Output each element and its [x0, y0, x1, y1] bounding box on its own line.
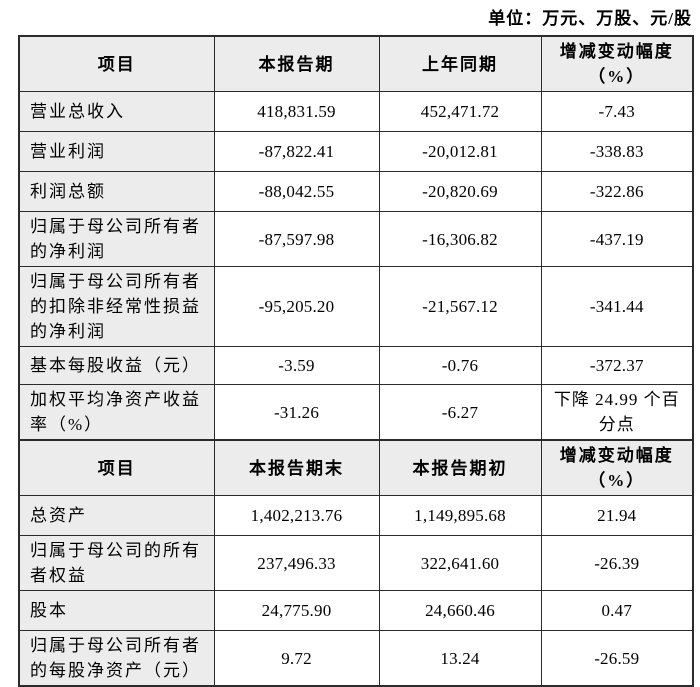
prior-period-value: -6.27 — [378, 384, 542, 441]
header-item: 项目 — [18, 35, 215, 92]
table-row: 归属于母公司的所有者权益 237,496.33 322,641.60 -26.3… — [18, 535, 694, 591]
period-end-value: 1,402,213.76 — [213, 495, 380, 536]
table-row: 总资产 1,402,213.76 1,149,895.68 21.94 — [18, 495, 694, 536]
row-label: 归属于母公司所有者的扣除非经常性损益的净利润 — [18, 266, 215, 347]
row-label: 营业总收入 — [18, 91, 215, 132]
header-period-end: 本报告期末 — [213, 439, 380, 496]
row-label: 股本 — [18, 590, 215, 631]
header-change-line1: 增减变动幅度 — [559, 42, 674, 61]
current-period-value: -3.59 — [213, 346, 380, 385]
header-current-period: 本报告期 — [213, 35, 380, 92]
table-row: 股本 24,775.90 24,660.46 0.47 — [18, 590, 694, 631]
header-item: 项目 — [18, 439, 215, 496]
row-label: 总资产 — [18, 495, 215, 536]
prior-period-value: -0.76 — [378, 346, 542, 385]
change-value: 21.94 — [540, 495, 694, 536]
row-label: 加权平均净资产收益率（%） — [18, 384, 215, 441]
unit-note: 单位：万元、万股、元/股 — [488, 9, 692, 28]
header-change-line2: （%） — [588, 67, 646, 86]
change-value: -437.19 — [540, 211, 694, 267]
header-period-begin: 本报告期初 — [378, 439, 542, 496]
table-row: 加权平均净资产收益率（%） -31.26 -6.27 下降 24.99 个百分点 — [18, 384, 694, 441]
current-period-value: -87,597.98 — [213, 211, 380, 267]
change-value: -322.86 — [540, 171, 694, 212]
change-value: -26.39 — [540, 535, 694, 591]
table-row: 利润总额 -88,042.55 -20,820.69 -322.86 — [18, 171, 694, 212]
prior-period-value: 452,471.72 — [378, 91, 542, 132]
table-row: 归属于母公司所有者的每股净资产（元） 9.72 13.24 -26.59 — [18, 630, 694, 687]
period-begin-value: 322,641.60 — [378, 535, 542, 591]
current-period-value: -95,205.20 — [213, 266, 380, 347]
income-statement-table: 项目 本报告期 上年同期 增减变动幅度 （%） 营业总收入 418,831.59… — [18, 35, 694, 441]
change-value: -372.37 — [540, 346, 694, 385]
prior-period-value: -20,012.81 — [378, 131, 542, 172]
row-label: 营业利润 — [18, 131, 215, 172]
current-period-value: 418,831.59 — [213, 91, 380, 132]
row-label: 归属于母公司的所有者权益 — [18, 535, 215, 591]
table-row: 营业总收入 418,831.59 452,471.72 -7.43 — [18, 91, 694, 132]
period-begin-value: 13.24 — [378, 630, 542, 687]
change-value: 下降 24.99 个百分点 — [540, 384, 694, 441]
balance-table-header-row: 项目 本报告期末 本报告期初 增减变动幅度 （%） — [18, 439, 694, 496]
table-row: 归属于母公司所有者的扣除非经常性损益的净利润 -95,205.20 -21,56… — [18, 266, 694, 347]
change-value: -26.59 — [540, 630, 694, 687]
change-value: 0.47 — [540, 590, 694, 631]
table-row: 归属于母公司所有者的净利润 -87,597.98 -16,306.82 -437… — [18, 211, 694, 267]
prior-period-value: -16,306.82 — [378, 211, 542, 267]
table-row: 营业利润 -87,822.41 -20,012.81 -338.83 — [18, 131, 694, 172]
change-value: -341.44 — [540, 266, 694, 347]
change-value: -338.83 — [540, 131, 694, 172]
balance-sheet-table: 项目 本报告期末 本报告期初 增减变动幅度 （%） 总资产 1,402,213.… — [18, 439, 694, 687]
period-end-value: 237,496.33 — [213, 535, 380, 591]
row-label: 基本每股收益（元） — [18, 346, 215, 385]
income-table-header-row: 项目 本报告期 上年同期 增减变动幅度 （%） — [18, 35, 694, 92]
period-begin-value: 24,660.46 — [378, 590, 542, 631]
header-change-pct: 增减变动幅度 （%） — [540, 439, 694, 496]
row-label: 归属于母公司所有者的每股净资产（元） — [18, 630, 215, 687]
header-change-line2: （%） — [588, 471, 646, 490]
header-change-line1: 增减变动幅度 — [559, 446, 674, 465]
table-row: 基本每股收益（元） -3.59 -0.76 -372.37 — [18, 346, 694, 385]
header-change-pct: 增减变动幅度 （%） — [540, 35, 694, 92]
financial-summary-page: 单位：万元、万股、元/股 项目 本报告期 上年同期 增减变动幅度 （%） 营业总… — [18, 9, 694, 687]
prior-period-value: -21,567.12 — [378, 266, 542, 347]
period-end-value: 24,775.90 — [213, 590, 380, 631]
period-begin-value: 1,149,895.68 — [378, 495, 542, 536]
row-label: 利润总额 — [18, 171, 215, 212]
current-period-value: -31.26 — [213, 384, 380, 441]
header-prior-period: 上年同期 — [378, 35, 542, 92]
prior-period-value: -20,820.69 — [378, 171, 542, 212]
current-period-value: -88,042.55 — [213, 171, 380, 212]
row-label: 归属于母公司所有者的净利润 — [18, 211, 215, 267]
current-period-value: -87,822.41 — [213, 131, 380, 172]
change-value: -7.43 — [540, 91, 694, 132]
period-end-value: 9.72 — [213, 630, 380, 687]
